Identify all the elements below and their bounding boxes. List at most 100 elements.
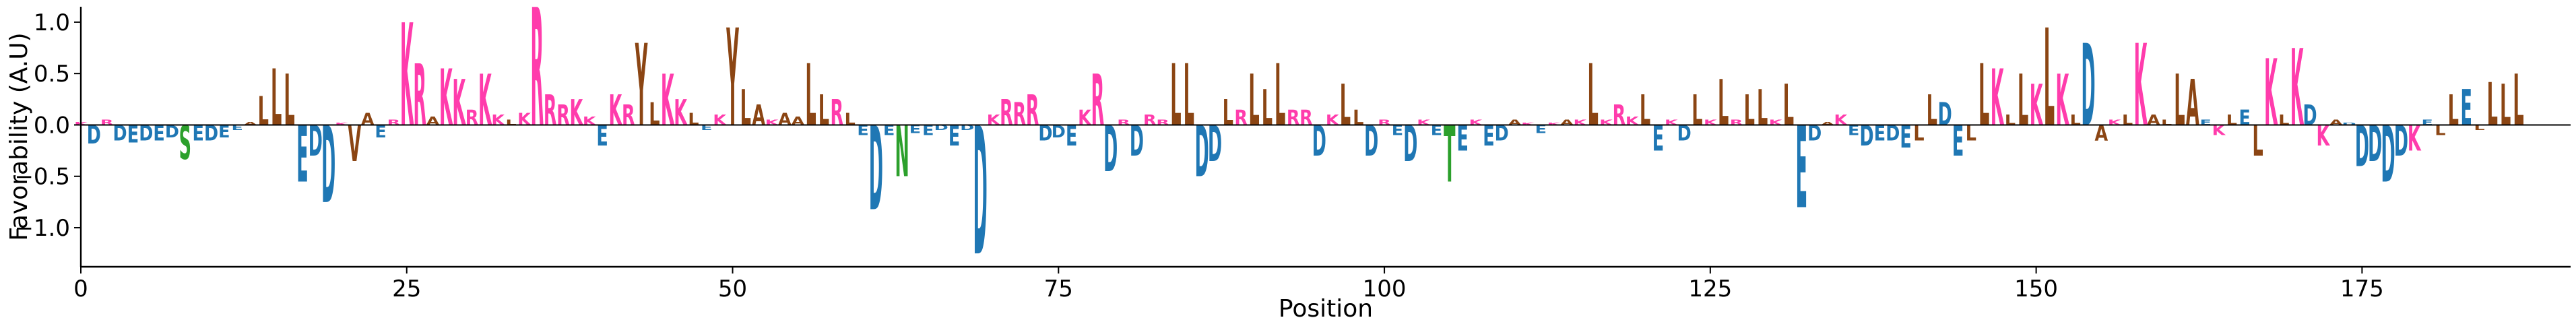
logo-letter: D bbox=[87, 120, 101, 150]
logo-column: L bbox=[258, 88, 269, 135]
logo-letter: D bbox=[165, 122, 179, 141]
logo-column: L bbox=[2474, 123, 2484, 131]
logo-column: E bbox=[1431, 123, 1442, 139]
logo-letter: E bbox=[2461, 79, 2472, 136]
logo-letter: D bbox=[1130, 118, 1144, 166]
logo-letter: R bbox=[1299, 106, 1313, 130]
logo-letter: D bbox=[1052, 122, 1066, 141]
logo-column: A bbox=[752, 100, 765, 132]
y-ticks: 1.0 0.5 0.0 −0.5 −1.0 bbox=[14, 9, 81, 242]
logo-letter: E bbox=[232, 123, 243, 131]
logo-letter: Y bbox=[635, 22, 647, 152]
logo-letter: R bbox=[556, 100, 570, 132]
logo-letter: D bbox=[1195, 110, 1209, 193]
logo-column: D bbox=[934, 123, 948, 131]
logo-letter: D bbox=[2303, 100, 2317, 132]
logo-column: E bbox=[1900, 119, 1911, 155]
logo-column: D bbox=[1195, 110, 1209, 193]
logo-letter: E bbox=[1456, 118, 1468, 159]
logo-letter: E bbox=[296, 110, 308, 200]
logo-column: E bbox=[2461, 79, 2472, 136]
logo-column: K bbox=[2264, 40, 2278, 147]
logo-column: K bbox=[2408, 118, 2422, 159]
logo-column: D bbox=[2394, 118, 2408, 166]
logo-letter: L bbox=[845, 110, 856, 129]
logo-letter: A bbox=[791, 115, 804, 128]
logo-letter: A bbox=[1821, 121, 1835, 126]
logo-column: D bbox=[309, 118, 323, 166]
logo-letter: K bbox=[400, 0, 414, 159]
logo-column: E bbox=[857, 123, 868, 139]
logo-letter: E bbox=[1483, 121, 1494, 153]
logo-letter: K bbox=[583, 115, 597, 128]
logo-letter: D bbox=[2381, 110, 2395, 200]
logo-letter: D bbox=[934, 123, 948, 131]
logo-column: E bbox=[1848, 123, 1859, 139]
logo-letter: D bbox=[973, 90, 988, 295]
logo-letter: D bbox=[1495, 121, 1509, 146]
logo-column: R bbox=[1143, 112, 1157, 129]
logo-letter: K bbox=[1078, 106, 1091, 130]
logo-column: E bbox=[948, 121, 960, 153]
logo-column: D bbox=[1312, 118, 1326, 166]
logo-column: K bbox=[1547, 123, 1561, 126]
logo-letter: L bbox=[1783, 73, 1794, 138]
logo-letter: E bbox=[948, 121, 960, 153]
logo-column: R bbox=[544, 87, 557, 135]
logo-column: A bbox=[2186, 67, 2199, 140]
logo-letter: E bbox=[192, 121, 203, 146]
logo-letter: K bbox=[1991, 53, 2005, 143]
logo-letter: E bbox=[2239, 106, 2251, 130]
logo-column: D bbox=[1038, 121, 1052, 146]
logo-column: K bbox=[335, 123, 349, 126]
logo-letter: L bbox=[1913, 121, 1924, 146]
logo-letter: E bbox=[1535, 123, 1547, 136]
logo-letter: L bbox=[258, 88, 269, 135]
logo-letter: K bbox=[987, 112, 1001, 129]
logo-column: R bbox=[1091, 59, 1105, 141]
logo-column: K bbox=[2212, 123, 2226, 139]
logo-letter: R bbox=[465, 106, 479, 130]
logo-letter: A bbox=[2095, 121, 2108, 146]
logo-letter: K bbox=[2316, 121, 2330, 153]
logo-column: L bbox=[1223, 92, 1233, 133]
logo-column: D bbox=[2081, 22, 2095, 152]
logo-column: D bbox=[1130, 118, 1144, 166]
logo-letter: K bbox=[1547, 123, 1561, 126]
logo-letter: K bbox=[2264, 40, 2278, 147]
logo-letter: K bbox=[452, 67, 466, 140]
logo-letter: L bbox=[2226, 112, 2237, 129]
logo-letter: A bbox=[2147, 112, 2160, 129]
logo-letter: D bbox=[1103, 113, 1118, 187]
logo-letter: K bbox=[2290, 28, 2305, 150]
logo-column: L bbox=[2500, 73, 2511, 138]
logo-column: L bbox=[1927, 87, 1937, 135]
logo-column: E bbox=[375, 122, 386, 141]
logo-letter: L bbox=[2252, 118, 2263, 166]
logo-letter: D bbox=[869, 102, 883, 236]
logo-column: A bbox=[361, 110, 375, 129]
logo-letter: A bbox=[752, 100, 765, 132]
logo-column: E bbox=[596, 121, 608, 153]
logo-letter: D bbox=[1312, 118, 1326, 166]
logo-letter: D bbox=[1860, 121, 1874, 153]
logo-column: R bbox=[530, 0, 544, 164]
logo-letter: K bbox=[517, 110, 532, 129]
logo-column: L bbox=[1588, 47, 1599, 146]
logo-letter: K bbox=[2408, 118, 2422, 159]
logo-letter: D bbox=[113, 121, 127, 146]
logo-column: L bbox=[806, 47, 816, 146]
logo-column: D bbox=[1052, 122, 1066, 141]
logo-column: K bbox=[674, 92, 688, 133]
logo-letter: E bbox=[375, 122, 386, 141]
logo-column: D bbox=[1677, 121, 1692, 146]
plot-area: KDRDEDEDSEDEEALLLEDDKVAERKRAKKRKKLKRRRKK… bbox=[74, 0, 2524, 295]
axes bbox=[79, 7, 2571, 268]
logo-column: D bbox=[2303, 100, 2317, 132]
x-tick-label: 25 bbox=[392, 276, 421, 302]
logo-letter: E bbox=[883, 123, 895, 139]
logo-letter: T bbox=[1444, 110, 1455, 200]
logo-letter: L bbox=[2474, 123, 2484, 131]
logo-letter: L bbox=[1170, 47, 1181, 146]
logo-column: V bbox=[348, 115, 362, 172]
